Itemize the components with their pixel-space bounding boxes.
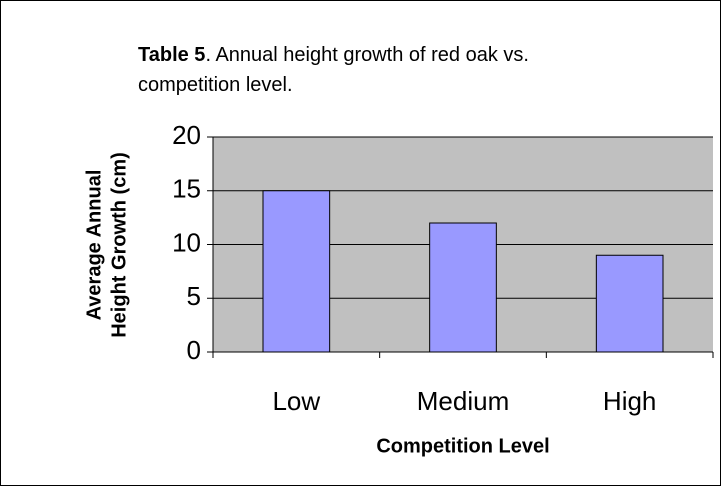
bar bbox=[595, 254, 664, 353]
y-tick-label: 5 bbox=[187, 281, 201, 311]
y-tick-label: 20 bbox=[172, 120, 201, 150]
title-text: . Annual height growth of red oak vs. co… bbox=[138, 44, 529, 96]
x-tick-label: Medium bbox=[417, 386, 509, 416]
y-tick-label: 15 bbox=[172, 174, 201, 204]
title-label: Table 5 bbox=[138, 44, 206, 66]
x-axis-label: Competition Level bbox=[376, 435, 549, 457]
bar bbox=[429, 222, 497, 353]
bar bbox=[262, 190, 331, 353]
y-tick-label: 0 bbox=[187, 335, 201, 365]
y-axis-label-line: Height Growth (cm) bbox=[108, 152, 130, 338]
y-axis-label-line: Average Annual bbox=[83, 170, 105, 321]
y-axis-label: Average Annual Height Growth (cm) bbox=[83, 152, 130, 338]
y-tick-label: 10 bbox=[172, 227, 201, 257]
x-tick-label: Low bbox=[272, 386, 320, 416]
x-tick-label: High bbox=[603, 386, 656, 416]
chart-title: Table 5. Annual height growth of red oak… bbox=[138, 40, 588, 100]
